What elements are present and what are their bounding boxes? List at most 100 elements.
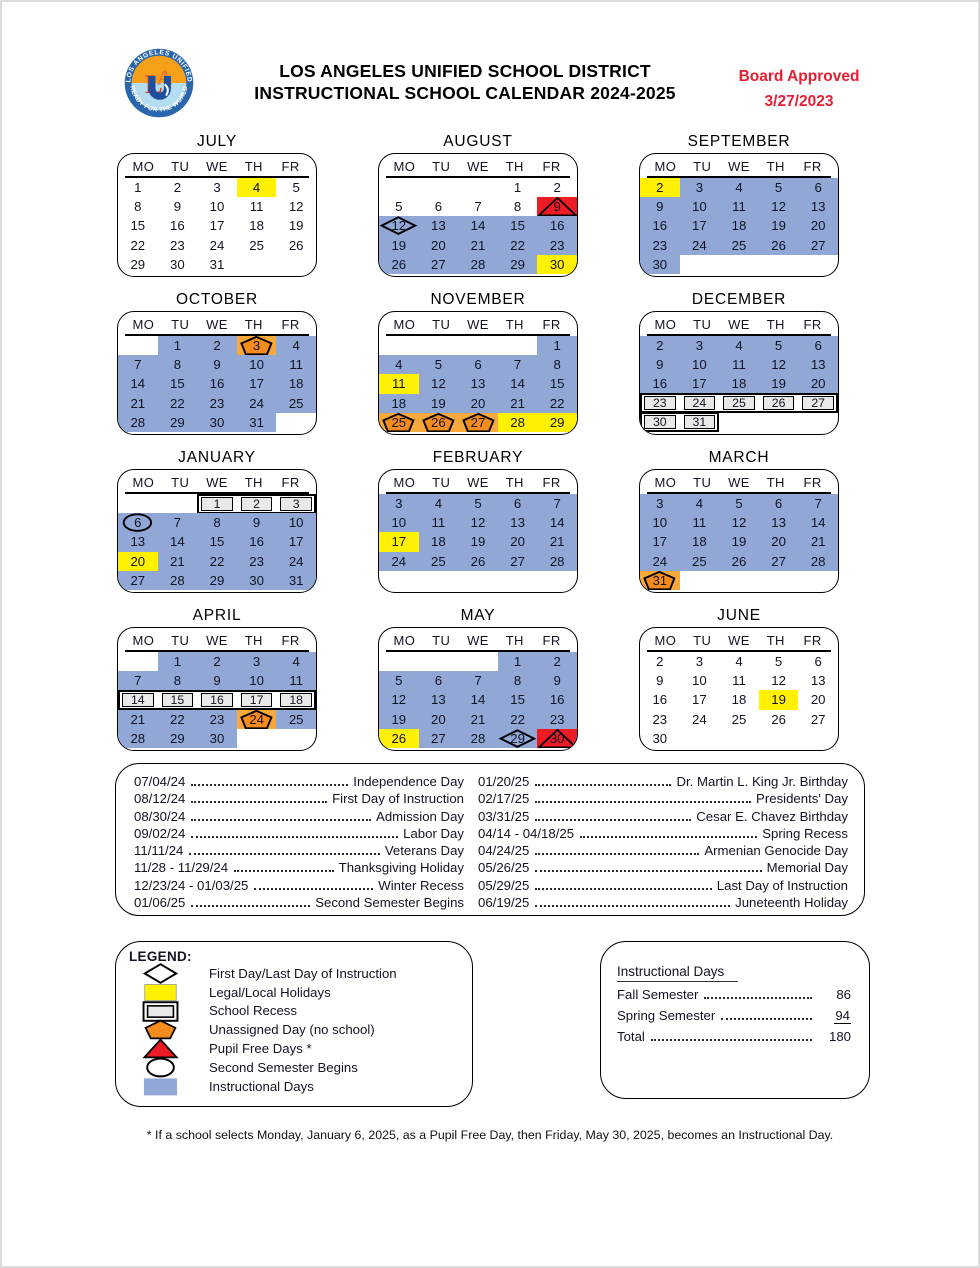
weekday-th: TH [505, 158, 524, 174]
dotted-leader [234, 870, 334, 873]
day-number: 30 [209, 730, 225, 746]
week-row: 17 18 19 20 21 [379, 532, 577, 552]
week-row: 24 25 26 27 28 [379, 551, 577, 571]
month-march: MARCH MO TU WE TH FR 3 4 5 6 7 10 11 12 13 14 17 18 19 20 21… [639, 449, 839, 593]
month-title: OCTOBER [176, 291, 258, 308]
weekday-fr: FR [281, 632, 300, 648]
day-cell-11: 11 [719, 197, 759, 217]
dotted-leader [650, 1039, 812, 1041]
day-cell-25: 25 [379, 412, 419, 432]
day-cell-21: 21 [458, 235, 498, 255]
event-row: 09/02/24 Labor Day [134, 826, 464, 843]
day-cell-14: 14 [458, 216, 498, 236]
day-cell-14: 14 [118, 689, 158, 711]
day-cell-14: 14 [157, 532, 198, 552]
weekday-we: WE [728, 474, 750, 490]
day-cell-1: 1 [497, 652, 538, 672]
day-cell-18: 18 [719, 690, 759, 709]
dotted-leader [535, 818, 692, 821]
day-number: 28 [470, 730, 486, 746]
week-row: 23 24 25 26 27 [640, 235, 838, 255]
day-number: 12 [771, 199, 786, 215]
day-cell-23: 23 [197, 709, 237, 729]
day-cell-13: 13 [118, 532, 158, 552]
day-cell-9: 9 [537, 671, 577, 691]
day-number: 16 [549, 218, 565, 234]
day-cell-11: 11 [379, 374, 419, 394]
day-number: 3 [695, 338, 704, 354]
day-cell-28: 28 [157, 570, 198, 590]
day-number: 7 [513, 357, 522, 373]
legend-item: Pupil Free Days * [129, 1038, 472, 1059]
week-row: 1 2 3 4 5 [118, 178, 316, 198]
day-cell-25: 25 [719, 710, 759, 729]
weekday-mo: MO [654, 158, 677, 174]
event-name: Presidents' Day [756, 791, 848, 807]
weekday-mo: MO [393, 316, 416, 332]
legend-item: Instructional Days [129, 1077, 472, 1096]
event-name: Independence Day [353, 774, 464, 789]
week-row: 13 14 15 16 17 [118, 532, 316, 552]
day-number: 9 [553, 199, 561, 215]
day-cell-23: 23 [640, 235, 680, 255]
event-date: 08/12/24 [134, 791, 186, 807]
day-cell-empty [798, 413, 838, 432]
legend-label: Unassigned Day (no school) [209, 1022, 375, 1038]
week-row: 26 27 28 29 30 [379, 254, 577, 274]
day-cell-4: 4 [679, 494, 720, 514]
day-number: 12 [731, 515, 747, 531]
day-cell-2: 2 [640, 178, 680, 198]
day-cell-10: 10 [197, 197, 237, 216]
weekday-mo: MO [393, 632, 416, 648]
day-cell-25: 25 [276, 393, 316, 413]
day-number: 19 [391, 711, 407, 727]
legend-title: LEGEND: [129, 949, 192, 964]
week-row: 28 29 30 31 [118, 412, 316, 432]
day-cell-18: 18 [719, 374, 759, 394]
day-cell-16: 16 [640, 216, 680, 236]
day-number: 2 [553, 654, 561, 670]
event-name: Second Semester Begins [315, 895, 464, 911]
day-cell-26: 26 [719, 551, 759, 571]
day-number: 6 [814, 180, 822, 196]
day-number: 23 [549, 237, 565, 253]
day-cell-31: 31 [679, 412, 720, 433]
day-cell-6: 6 [798, 652, 838, 671]
day-cell-empty [759, 255, 799, 274]
day-number: 22 [510, 711, 525, 727]
triangle-legend-icon [137, 1038, 183, 1059]
dotted-leader [191, 905, 311, 908]
title-line-2: INSTRUCTIONAL SCHOOL CALENDAR 2024-2025 [254, 83, 676, 103]
day-number: 2 [656, 180, 664, 196]
day-number: 6 [134, 515, 142, 531]
instructional-legend-icon [137, 1076, 183, 1097]
day-number: 16 [652, 376, 668, 392]
day-cell-9: 9 [640, 355, 680, 375]
day-number: 3 [213, 180, 221, 196]
day-number: 15 [510, 218, 525, 234]
weekday-th: TH [244, 158, 263, 174]
weekday-mo: MO [654, 316, 677, 332]
event-name: Dr. Martin L. King Jr. Birthday [676, 774, 848, 789]
day-cell-18: 18 [276, 374, 316, 394]
dotted-leader [535, 853, 700, 856]
week-row: 24 25 26 27 28 [640, 551, 838, 571]
day-number: 19 [771, 376, 786, 392]
day-number: 28 [510, 414, 525, 430]
day-cell-27: 27 [798, 235, 838, 255]
summary-label: Spring Semester [617, 1008, 716, 1023]
day-cell-4: 4 [719, 336, 759, 356]
day-number: 14 [470, 218, 486, 234]
event-name: Juneteenth Holiday [735, 895, 848, 911]
weekday-we: WE [206, 158, 228, 174]
day-number: 10 [209, 199, 225, 215]
dotted-leader [535, 905, 731, 908]
day-cell-5: 5 [758, 178, 799, 198]
month-box: MO TU WE TH FR 1 2 5 6 7 8 9 12 13 14 15 16 19 20 21 22 23 26 2… [378, 627, 578, 751]
weekday-mo: MO [393, 158, 416, 174]
day-number: 2 [656, 338, 664, 354]
day-cell-16: 16 [537, 216, 577, 236]
event-name: Admission Day [376, 808, 464, 824]
weekday-tu: TU [171, 158, 190, 174]
day-number: 18 [731, 376, 747, 392]
